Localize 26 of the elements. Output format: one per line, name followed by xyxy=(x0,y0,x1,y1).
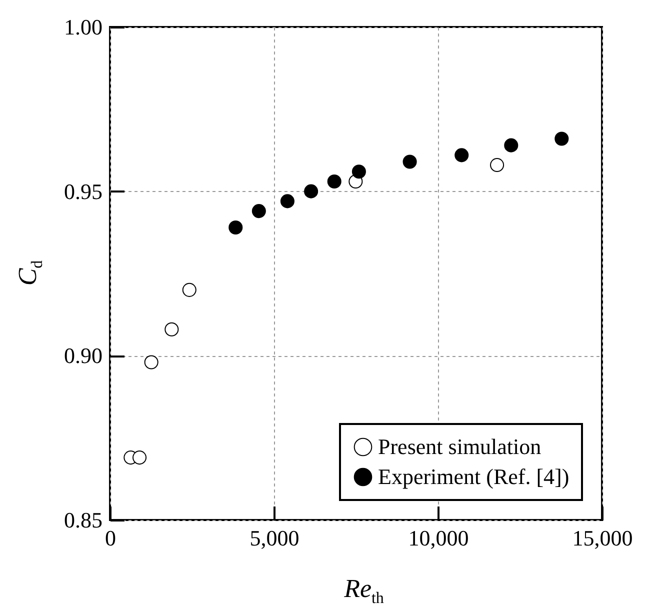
point xyxy=(327,174,342,188)
point xyxy=(144,355,158,370)
point xyxy=(490,158,504,172)
x-tick-label: 10,000 xyxy=(408,526,469,550)
point xyxy=(402,154,417,169)
point xyxy=(504,138,518,152)
point xyxy=(554,132,569,146)
y-tick-label: 0.85 xyxy=(64,508,102,532)
legend-label: Present simulation xyxy=(378,434,542,459)
point xyxy=(228,220,243,234)
point xyxy=(280,194,294,208)
point xyxy=(304,184,318,198)
x-tick-label: 15,000 xyxy=(572,526,633,550)
point xyxy=(454,148,469,162)
x-tick-label: 5,000 xyxy=(250,526,300,550)
point xyxy=(132,450,147,465)
point xyxy=(352,164,366,179)
y-tick-label: 0.90 xyxy=(64,343,102,368)
point xyxy=(164,322,179,336)
legend-label: Experiment (Ref. [4]) xyxy=(378,464,570,489)
x-axis-title: Re$_{th}$ xyxy=(344,574,384,608)
x-tick-label: 0 xyxy=(105,526,116,550)
point xyxy=(182,282,196,297)
y-tick-label: 0.95 xyxy=(64,178,102,204)
y-tick-label: 1.00 xyxy=(64,14,102,40)
point xyxy=(252,204,266,218)
